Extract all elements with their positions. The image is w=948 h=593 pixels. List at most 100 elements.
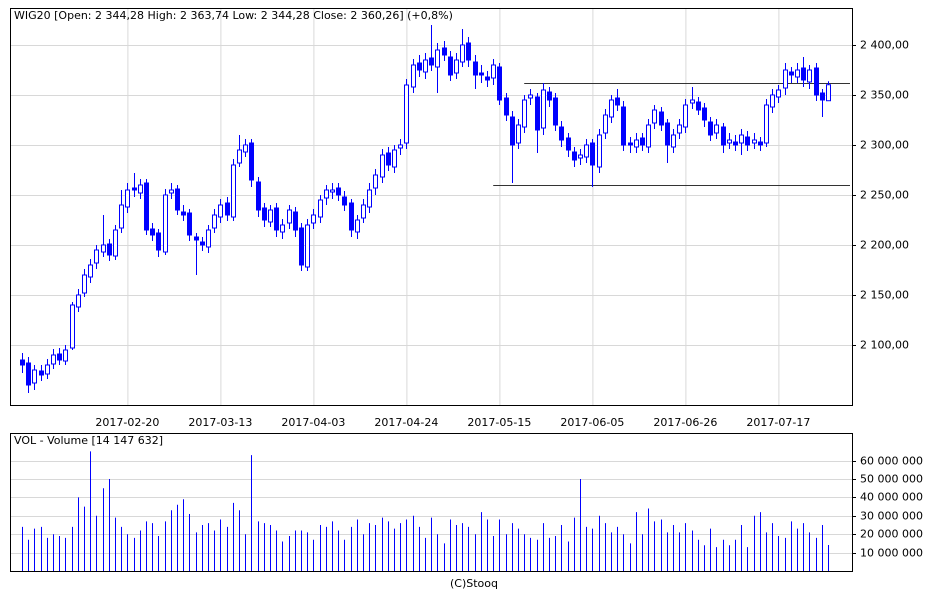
candle-body <box>144 182 149 231</box>
x-tick-label: 2017-03-13 <box>188 416 252 429</box>
candle-body <box>398 144 403 149</box>
candle-body <box>361 204 366 219</box>
candle-body <box>318 199 323 218</box>
candle-body <box>88 264 93 278</box>
x-tick-label: 2017-06-05 <box>560 416 624 429</box>
candle-body <box>287 209 292 224</box>
candle-body <box>311 214 316 224</box>
candle-body <box>807 69 812 83</box>
candle-body <box>243 144 248 153</box>
candle-body <box>522 99 527 128</box>
y-tick-label: 2 400,00 <box>860 39 909 52</box>
candle-body <box>659 111 664 126</box>
candle-body <box>200 241 205 246</box>
candle-body <box>169 189 174 194</box>
candle-body <box>373 174 378 189</box>
candle-body <box>770 94 775 108</box>
candle-body <box>776 89 781 98</box>
candle-body <box>163 194 168 253</box>
candle-body <box>677 124 682 134</box>
candle-body <box>721 126 726 146</box>
candle-body <box>752 139 757 144</box>
candle-body <box>745 136 750 146</box>
candle-body <box>690 99 695 104</box>
candle-body <box>572 151 577 161</box>
candle-body <box>510 116 515 146</box>
candle-body <box>826 84 831 102</box>
candle-body <box>249 142 254 181</box>
candle-body <box>473 61 478 76</box>
candle-body <box>789 71 794 76</box>
y-tick-label: 2 100,00 <box>860 339 909 352</box>
candle-body <box>814 67 819 96</box>
candle-body <box>609 99 614 118</box>
candle-body <box>132 187 137 191</box>
candle-body <box>262 207 267 221</box>
x-tick-label: 2017-04-24 <box>374 416 438 429</box>
candle-body <box>187 212 192 236</box>
candle-body <box>150 228 155 236</box>
candle-body <box>349 202 354 231</box>
candle-body <box>256 181 261 211</box>
price-frame <box>10 8 853 406</box>
candle-body <box>665 122 670 146</box>
candle-body <box>603 114 608 134</box>
candle-body <box>696 101 701 111</box>
candle-body <box>733 141 738 146</box>
candle-body <box>801 67 806 81</box>
y-tick-label: 20 000 000 <box>860 528 923 541</box>
candle-body <box>76 294 81 308</box>
candle-body <box>293 211 298 231</box>
candle-body <box>20 359 25 366</box>
y-tick-label: 2 250,00 <box>860 189 909 202</box>
candle-body <box>355 219 360 233</box>
candle-body <box>559 126 564 141</box>
candle-body <box>324 189 329 199</box>
y-tick-label: 60 000 000 <box>860 455 923 468</box>
candle-body <box>764 104 769 144</box>
candle-body <box>404 84 409 144</box>
candle-body <box>708 121 713 136</box>
candle-body <box>305 224 310 268</box>
candle-body <box>231 164 236 218</box>
candle-body <box>32 369 37 384</box>
candle-body <box>194 236 199 241</box>
candle-body <box>82 274 87 294</box>
candle-body <box>45 364 50 375</box>
candle-body <box>466 42 471 61</box>
candle-body <box>423 59 428 73</box>
x-tick-label: 2017-07-17 <box>746 416 810 429</box>
candle-body <box>125 189 130 208</box>
candle-body <box>640 137 645 146</box>
candle-body <box>479 72 484 76</box>
candle-body <box>26 362 31 386</box>
candle-body <box>63 349 68 362</box>
y-tick-label: 2 150,00 <box>860 289 909 302</box>
candle-body <box>702 107 707 121</box>
candle-body <box>714 124 719 134</box>
candle-body <box>336 187 341 196</box>
candle-body <box>51 354 56 365</box>
candle-body <box>683 104 688 128</box>
candle-body <box>274 207 279 231</box>
candle-body <box>547 91 552 101</box>
candle-body <box>268 209 273 223</box>
candle-body <box>57 353 62 361</box>
candle-body <box>516 124 521 144</box>
candle-body <box>739 134 744 144</box>
candle-body <box>597 134 602 168</box>
candle-body <box>485 76 490 81</box>
candle-body <box>541 89 546 129</box>
candle-body <box>39 370 44 376</box>
candle-body <box>628 142 633 146</box>
x-tick-label: 2017-04-03 <box>281 416 345 429</box>
candle-body <box>448 56 453 76</box>
x-tick-label: 2017-02-20 <box>95 416 159 429</box>
candle-body <box>280 224 285 233</box>
candle-body <box>758 141 763 146</box>
candle-body <box>553 97 558 126</box>
candle-body <box>621 106 626 146</box>
candle-body <box>652 109 657 124</box>
source: (C)Stooq <box>450 577 498 590</box>
